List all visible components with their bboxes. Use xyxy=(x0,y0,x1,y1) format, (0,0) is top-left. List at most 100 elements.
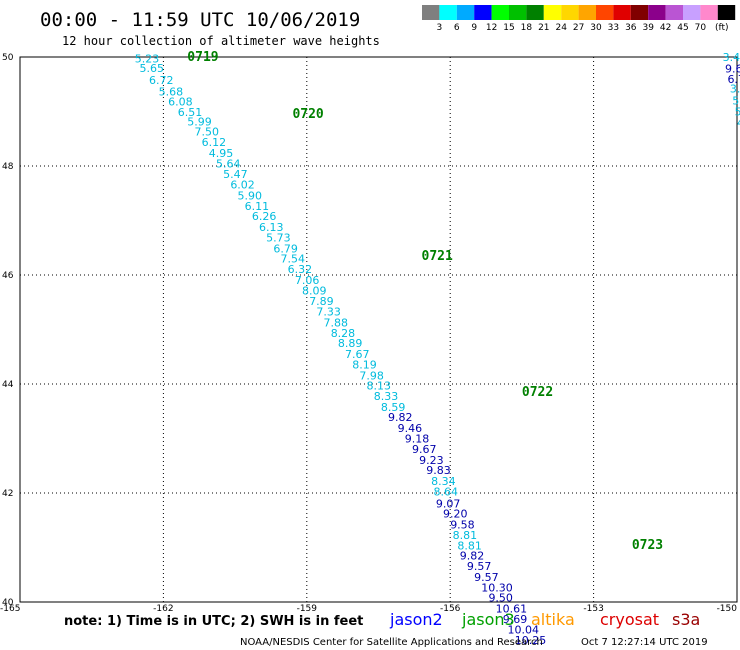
swh-value: 8.28 xyxy=(331,327,356,340)
pass-time-label: 0721 xyxy=(422,249,453,264)
swh-value: 6.12 xyxy=(202,136,227,149)
colorbar-label: 9 xyxy=(471,23,477,33)
swh-value: 5.47 xyxy=(223,168,248,181)
swh-value: 6.11 xyxy=(245,200,270,213)
legend-s3a: s3a xyxy=(672,610,700,629)
swh-value: 5.90 xyxy=(237,189,261,202)
footer-credit: NOAA/NESDIS Center for Satellite Applica… xyxy=(240,637,543,648)
legend-jason3: jason3 xyxy=(461,610,515,629)
swh-value: 8.33 xyxy=(374,390,399,403)
pass-time-label: 0723 xyxy=(632,538,663,553)
swh-value: 6.02 xyxy=(230,179,255,192)
pass-labels: 0719 0720 0721 0722 0723 xyxy=(187,50,663,553)
swh-value: 9.67 xyxy=(412,443,437,456)
colorbar-swatch xyxy=(630,5,649,20)
colorbar-label: 24 xyxy=(555,23,567,33)
swh-value: 10.30 xyxy=(481,581,513,594)
x-tick-label: -153 xyxy=(583,604,603,614)
swh-value: 9.46 xyxy=(398,422,423,435)
swh-value: 7.54 xyxy=(281,253,306,266)
y-tick-label: 48 xyxy=(2,162,14,172)
swh-value: 9.57 xyxy=(467,560,492,573)
colorbar-swatch xyxy=(491,5,509,20)
swh-value: 6.51 xyxy=(178,106,203,119)
swh-value: 6.70 xyxy=(727,73,740,86)
note-text: note: 1) Time is in UTC; 2) SWH is in fe… xyxy=(64,614,363,629)
colorbar-label: 30 xyxy=(590,23,602,33)
x-tick-label: -156 xyxy=(440,604,461,614)
legend: jason2 jason3 altika cryosat s3a xyxy=(389,610,700,629)
y-tick-label: 46 xyxy=(2,271,14,281)
swh-value: 7.98 xyxy=(359,369,384,382)
swh-value: 10.25 xyxy=(515,634,547,647)
swh-value: 5. xyxy=(735,106,740,119)
colorbar: 3 6 9 12 15 18 21 24 27 30 33 36 39 42 45 70 xyxy=(422,5,736,33)
swh-value: 6.08 xyxy=(168,96,193,109)
colorbar-label: 3 xyxy=(437,23,443,33)
swh-value: 6.32 xyxy=(288,263,313,276)
legend-jason2: jason2 xyxy=(389,610,443,629)
colorbar-swatch xyxy=(665,5,683,20)
swh-points: 5.235.656.725.686.086.515.997.506.124.95… xyxy=(135,51,740,647)
x-tick-label: -162 xyxy=(153,604,173,614)
colorbar-swatch xyxy=(717,5,736,20)
colorbar-label: 33 xyxy=(608,23,619,33)
swh-value: 4 xyxy=(737,116,740,129)
colorbar-swatch xyxy=(526,5,544,20)
swh-value: 8.34 xyxy=(431,475,456,488)
swh-value: 5.99 xyxy=(187,115,212,128)
swh-value: 8.89 xyxy=(338,337,363,350)
swh-value: 10.04 xyxy=(508,623,540,636)
colorbar-label: 12 xyxy=(486,23,497,33)
swh-value: 3.59 xyxy=(730,83,740,96)
swh-value: 3.45 xyxy=(723,51,740,64)
swh-value: 8.64 xyxy=(433,485,458,498)
swh-value: 7.89 xyxy=(309,295,334,308)
colorbar-swatch xyxy=(422,5,440,20)
colorbar-swatch xyxy=(474,5,492,20)
colorbar-swatch xyxy=(543,5,562,20)
legend-altika: altika xyxy=(531,610,575,629)
swh-value: 8.13 xyxy=(367,380,392,393)
x-tick-label: -165 xyxy=(0,604,20,614)
swh-value: 9.83 xyxy=(426,464,451,477)
swh-value: 5.65 xyxy=(140,62,165,75)
swh-value: 7.67 xyxy=(345,348,370,361)
swh-value: 5.23 xyxy=(135,53,160,66)
swh-value: 5.4 xyxy=(732,95,740,108)
swh-value: 7.50 xyxy=(194,126,219,139)
colorbar-swatch xyxy=(683,5,701,20)
footer-timestamp: Oct 7 12:27:14 UTC 2019 xyxy=(581,637,708,648)
colorbar-swatch xyxy=(596,5,614,20)
colorbar-swatch xyxy=(578,5,596,20)
colorbar-label: 42 xyxy=(660,23,671,33)
swh-value: 6.79 xyxy=(273,242,298,255)
pass-time-label: 0719 xyxy=(187,50,218,65)
colorbar-swatch xyxy=(456,5,475,20)
colorbar-label: 45 xyxy=(677,23,688,33)
y-tick-label: 42 xyxy=(2,489,13,499)
swh-value: 9.58 xyxy=(450,519,475,532)
swh-value: 5.68 xyxy=(159,85,184,98)
chart-subtitle: 12 hour collection of altimeter wave hei… xyxy=(62,34,380,48)
swh-value: 9.50 xyxy=(488,592,513,605)
y-tick-label: 40 xyxy=(2,598,14,608)
swh-value: 8.81 xyxy=(457,539,482,552)
swh-value: 10.61 xyxy=(496,603,528,616)
colorbar-label: 21 xyxy=(538,23,549,33)
swh-value: 6.72 xyxy=(149,74,174,87)
colorbar-label: 39 xyxy=(642,23,654,33)
swh-value: 9.82 xyxy=(460,550,485,563)
colorbar-swatch xyxy=(561,5,579,20)
swh-value: 5.73 xyxy=(266,231,291,244)
swh-value: 7.88 xyxy=(324,316,349,329)
colorbar-label: 6 xyxy=(454,23,460,33)
swh-value: 9.65 xyxy=(725,62,740,75)
swh-value: 9.23 xyxy=(419,454,444,467)
axis-ticks: -165 -162 -159 -156 -153 -150 40 42 44 46 48 50 xyxy=(0,53,737,614)
colorbar-label: 36 xyxy=(625,23,637,33)
swh-value: 8.09 xyxy=(302,284,327,297)
colorbar-label: 15 xyxy=(503,23,514,33)
colorbar-label: 27 xyxy=(573,23,584,33)
